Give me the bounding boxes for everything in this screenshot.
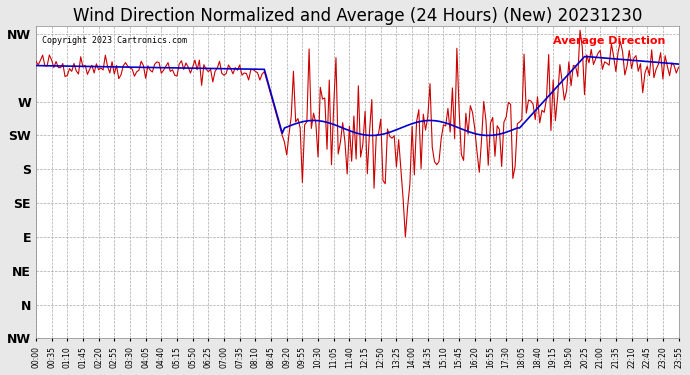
Text: Copyright 2023 Cartronics.com: Copyright 2023 Cartronics.com [42,36,188,45]
Title: Wind Direction Normalized and Average (24 Hours) (New) 20231230: Wind Direction Normalized and Average (2… [72,7,642,25]
Text: Average Direction: Average Direction [553,36,666,46]
